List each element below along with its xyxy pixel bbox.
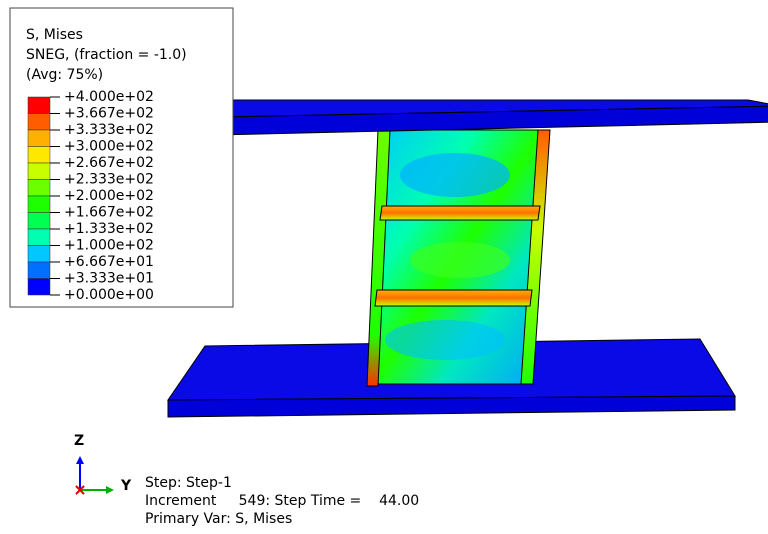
legend-label: +2.333e+02 (64, 172, 154, 188)
status-line: Primary Var: S, Mises (145, 511, 292, 527)
legend-title: SNEG, (fraction = -1.0) (26, 47, 187, 63)
legend-title: S, Mises (26, 27, 83, 43)
legend-label: +4.000e+02 (64, 89, 154, 105)
bottom-plate-front (167, 395, 736, 418)
legend-swatch (27, 228, 51, 246)
legend-swatch (27, 195, 51, 213)
legend-label: +6.667e+01 (64, 254, 154, 270)
legend-label: +2.667e+02 (64, 155, 154, 171)
legend-label: +3.667e+02 (64, 106, 154, 122)
legend-label: +0.000e+00 (64, 287, 154, 303)
legend-label: +3.333e+01 (64, 271, 154, 287)
legend-swatch (27, 129, 51, 147)
legend-swatch (27, 212, 51, 230)
stiffener (379, 205, 541, 221)
stress-patch (385, 320, 505, 360)
legend-label: +1.333e+02 (64, 221, 154, 237)
legend-swatch (27, 245, 51, 263)
y-label: Y (120, 478, 132, 494)
legend-swatch (27, 278, 51, 296)
z-label: Z (74, 433, 84, 449)
x-marker (75, 485, 85, 495)
stress-patch (400, 153, 510, 197)
legend-label: +2.000e+02 (64, 188, 154, 204)
triad: Z Y (74, 433, 132, 495)
legend-swatch (27, 96, 51, 114)
legend-label: +3.333e+02 (64, 122, 154, 138)
z-arrowhead (76, 456, 84, 464)
legend-label: +1.667e+02 (64, 205, 154, 221)
legend-label: +1.000e+02 (64, 238, 154, 254)
stiffener (374, 289, 533, 307)
y-arrowhead (106, 486, 114, 494)
legend-swatch (27, 146, 51, 164)
legend-swatch (27, 162, 51, 180)
legend-swatch (27, 179, 51, 197)
model (167, 99, 768, 418)
legend-swatch (27, 113, 51, 131)
legend-title: (Avg: 75%) (26, 67, 103, 83)
status-block: Step: Step-1 Increment 549: Step Time = 4… (145, 475, 419, 527)
legend: S, Mises SNEG, (fraction = -1.0) (Avg: 75%… (9, 7, 234, 308)
status-line: Increment 549: Step Time = 44.00 (145, 493, 419, 509)
status-line: Step: Step-1 (145, 475, 232, 491)
stress-patch (410, 242, 510, 278)
legend-label: +3.000e+02 (64, 139, 154, 155)
legend-swatch (27, 261, 51, 279)
